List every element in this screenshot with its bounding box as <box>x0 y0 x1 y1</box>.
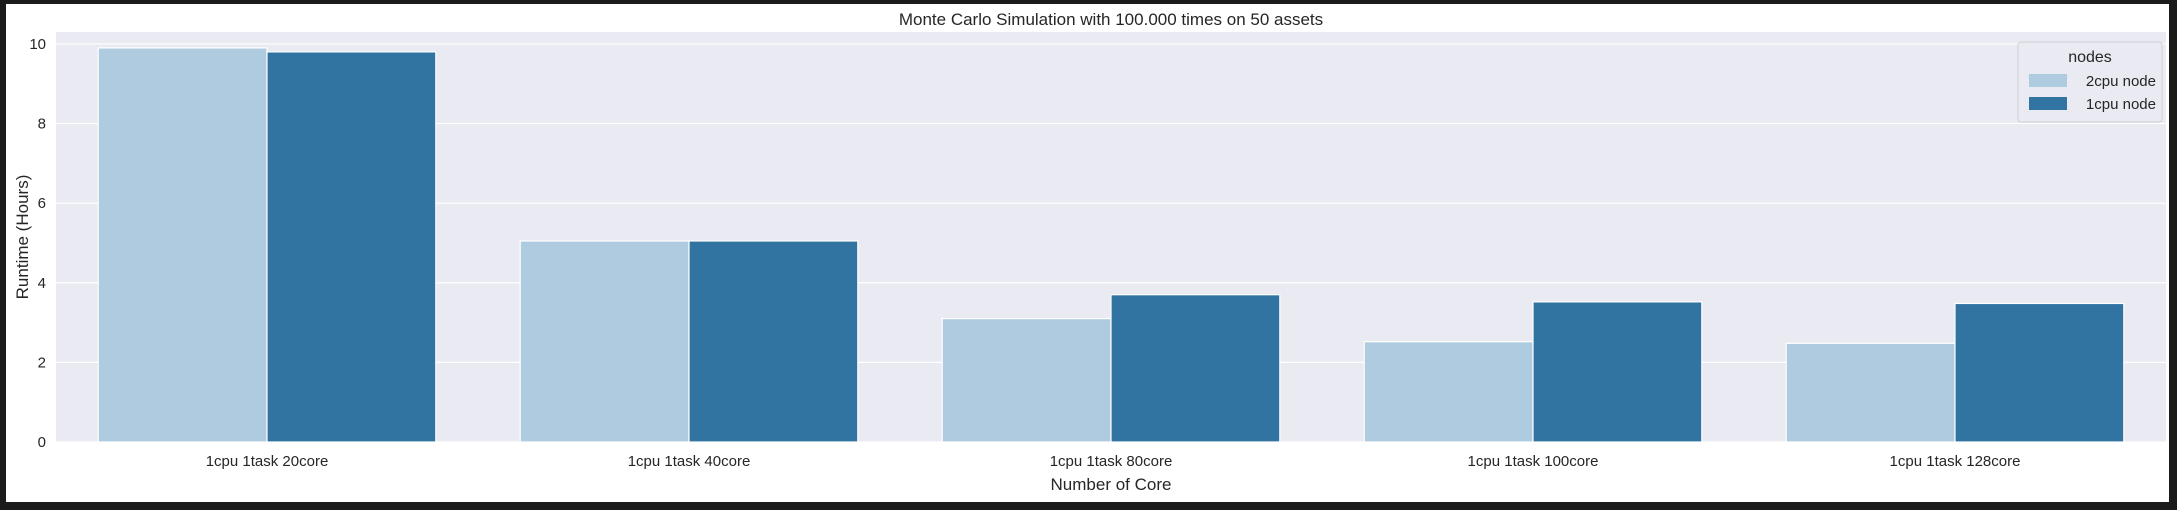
legend-swatch <box>2029 74 2067 87</box>
y-tick-label: 10 <box>29 36 46 53</box>
y-tick-label: 4 <box>38 275 46 292</box>
bar-1cpu-node-3 <box>1532 301 1703 443</box>
y-ticks: 0 2 4 6 8 10 <box>29 36 46 451</box>
y-tick-label: 0 <box>38 434 46 451</box>
y-tick-label: 6 <box>38 195 46 212</box>
bar-2cpu-node-3 <box>1363 341 1534 443</box>
y-tick-label: 8 <box>38 116 46 133</box>
bar-1cpu-node-1 <box>688 240 859 443</box>
x-tick-label: 1cpu 1task 80core <box>1050 453 1173 470</box>
legend-label: 2cpu node <box>2086 73 2156 90</box>
bars <box>97 47 2125 443</box>
x-tick-label: 1cpu 1task 20core <box>206 453 329 470</box>
legend-label: 1cpu node <box>2086 96 2156 113</box>
x-tick-label: 1cpu 1task 100core <box>1468 453 1599 470</box>
legend-items: 2cpu node 1cpu node <box>2029 73 2156 113</box>
x-tick-label: 1cpu 1task 128core <box>1890 453 2021 470</box>
bar-2cpu-node-4 <box>1785 342 1956 443</box>
y-axis-label: Runtime (Hours) <box>13 175 32 300</box>
bar-chart: 0 2 4 6 8 10 1cpu 1task 20core 1cpu 1task 40co… <box>13 10 2166 494</box>
bar-2cpu-node-2 <box>941 318 1112 443</box>
bar-1cpu-node-4 <box>1954 302 2125 443</box>
x-ticks: 1cpu 1task 20core 1cpu 1task 40core 1cpu 1… <box>206 453 2021 470</box>
bar-1cpu-node-0 <box>266 51 437 443</box>
bar-2cpu-node-1 <box>519 240 690 443</box>
legend-swatch <box>2029 97 2067 110</box>
bar-2cpu-node-0 <box>97 47 268 443</box>
legend: nodes 2cpu node 1cpu node <box>2017 41 2163 123</box>
chart-title: Monte Carlo Simulation with 100.000 time… <box>899 10 1323 29</box>
x-tick-label: 1cpu 1task 40core <box>628 453 751 470</box>
y-tick-label: 2 <box>38 354 46 371</box>
x-axis-label: Number of Core <box>1051 475 1172 494</box>
chart-frame: 0 2 4 6 8 10 1cpu 1task 20core 1cpu 1task 40co… <box>6 4 2169 502</box>
bar-1cpu-node-2 <box>1110 294 1281 443</box>
legend-title: nodes <box>2068 49 2112 66</box>
